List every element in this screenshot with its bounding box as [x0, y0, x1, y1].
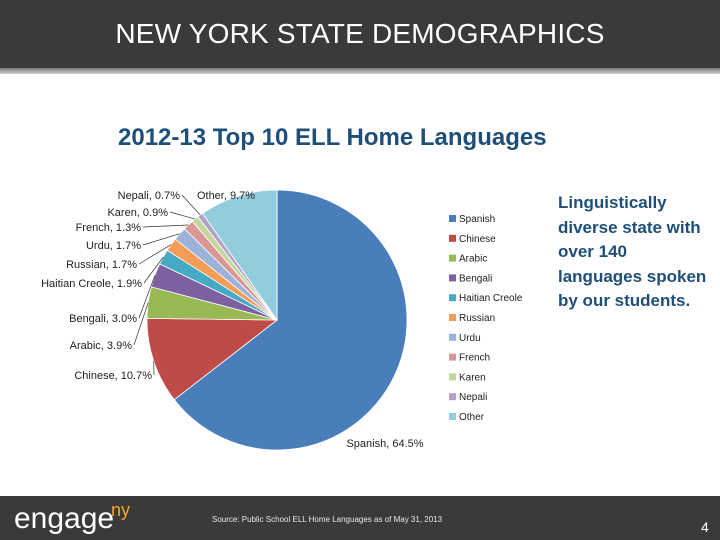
slice-label-arabic: Arabic, 3.9%: [70, 340, 133, 352]
page-title: NEW YORK STATE DEMOGRAPHICS: [115, 18, 605, 49]
pie-chart: Spanish, 64.5% Chinese, 10.7% Arabic, 3.9%…: [41, 189, 523, 451]
pie-slice-spanish: [173, 189, 408, 451]
source-note: Source: Public School ELL Home Languages…: [212, 515, 443, 524]
slice-label-urdu: Urdu, 1.7%: [86, 240, 141, 252]
engage-logo: engage: [14, 502, 115, 535]
slice-label-karen: Karen, 0.9%: [107, 207, 168, 219]
legend-label-nepali: Nepali: [459, 392, 487, 403]
legend-label-french: French: [459, 353, 490, 364]
leader-line-nepali: [181, 194, 201, 216]
legend-swatch-nepali: [449, 393, 456, 401]
slice-label-bengali: Bengali, 3.0%: [69, 313, 137, 325]
legend-swatch-urdu: [449, 333, 456, 341]
page-number: 4: [701, 519, 709, 535]
legend-swatch-chinese: [449, 234, 456, 242]
slice-label-haitian-creole: Haitian Creole, 1.9%: [41, 278, 142, 290]
legend-label-chinese: Chinese: [459, 234, 496, 245]
legend-swatch-russian: [449, 314, 456, 321]
legend-label-bengali: Bengali: [459, 273, 492, 284]
legend-swatch-bengali: [449, 274, 456, 282]
leader-line-russian: [138, 244, 172, 265]
legend-label-other: Other: [459, 412, 485, 423]
leader-line-haitian-creole: [143, 256, 164, 284]
slice-label-french: French, 1.3%: [76, 222, 142, 234]
leader-line-karen: [169, 211, 196, 220]
slice-label-nepali: Nepali, 0.7%: [118, 190, 181, 202]
legend-swatch-arabic: [449, 254, 456, 262]
leader-line-french: [142, 224, 189, 228]
header-divider: [0, 68, 720, 74]
slice-label-russian: Russian, 1.7%: [66, 259, 137, 271]
legend-label-urdu: Urdu: [459, 333, 481, 344]
legend-swatch-spanish: [449, 215, 456, 222]
legend-label-karen: Karen: [459, 372, 486, 383]
legend-swatch-karen: [449, 373, 456, 381]
footer-bar: [0, 496, 720, 540]
legend-label-haitian-creole: Haitian Creole: [459, 293, 523, 304]
engage-logo-sup: ny: [111, 500, 131, 520]
leader-line-arabic: [133, 302, 149, 346]
chart-title: 2012-13 Top 10 ELL Home Languages: [118, 124, 547, 151]
slice-label-other: Other, 9.7%: [197, 190, 255, 202]
slice-label-chinese: Chinese, 10.7%: [74, 370, 152, 382]
legend-swatch-french: [449, 353, 456, 361]
leader-line-bengali: [138, 275, 156, 319]
legend-swatch-other: [449, 413, 456, 420]
legend-label-russian: Russian: [459, 313, 495, 324]
leader-line-urdu: [142, 233, 180, 246]
legend-label-arabic: Arabic: [459, 254, 487, 265]
legend-label-spanish: Spanish: [459, 214, 495, 225]
pie-slice-other: [202, 189, 278, 322]
legend-swatch-haitian-creole: [449, 294, 456, 302]
slice-label-spanish: Spanish, 64.5%: [346, 438, 423, 450]
side-note: Linguistically diverse state with over 1…: [558, 193, 707, 310]
header-bar: [0, 0, 720, 68]
